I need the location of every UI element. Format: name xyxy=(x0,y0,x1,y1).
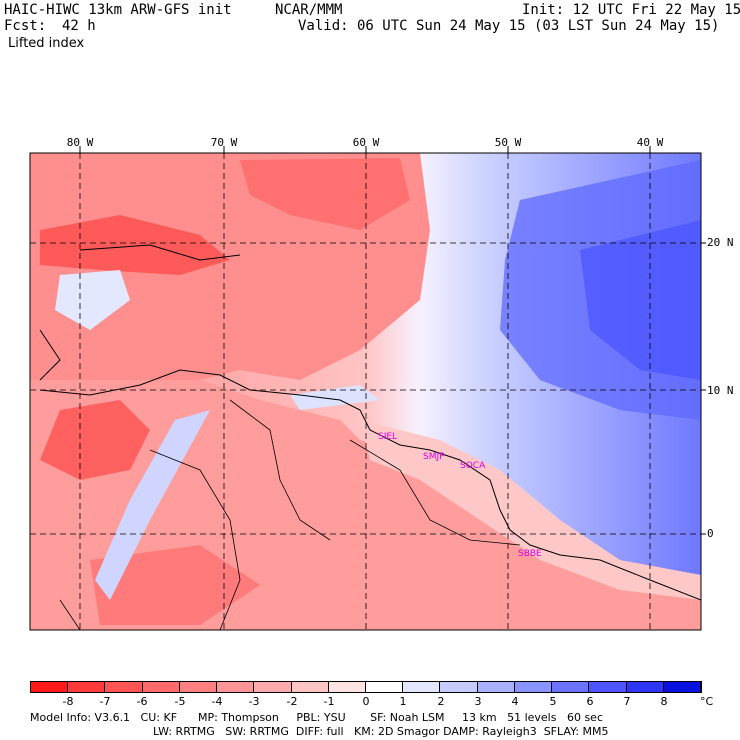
colorbar-label: -5 xyxy=(174,695,186,708)
colorbar xyxy=(30,681,702,693)
station-label: SBBE xyxy=(518,549,542,559)
init-time: Init: 12 UTC Fri 22 May 15 xyxy=(522,2,740,18)
colorbar-label: -4 xyxy=(211,695,223,708)
colorbar-label: -1 xyxy=(323,695,335,708)
colorbar-label: 2 xyxy=(437,695,445,708)
colorbar-swatch xyxy=(403,682,441,692)
colorbar-swatch xyxy=(477,682,515,692)
colorbar-swatch xyxy=(105,682,143,692)
colorbar-swatch xyxy=(663,682,701,692)
colorbar-swatch xyxy=(589,682,627,692)
colorbar-swatch xyxy=(328,682,366,692)
colorbar-label: 4 xyxy=(511,695,519,708)
colorbar-swatch xyxy=(142,682,180,692)
colorbar-swatch xyxy=(31,682,69,692)
forecast-label: Fcst: xyxy=(4,18,47,34)
colorbar-swatch xyxy=(217,682,255,692)
colorbar-label: -2 xyxy=(286,695,298,708)
lon-label: 40 W xyxy=(636,136,664,149)
lon-label: 70 W xyxy=(210,136,238,149)
colorbar-swatch xyxy=(626,682,664,692)
station-label: SIEL xyxy=(378,432,398,442)
valid-time: Valid: 06 UTC Sun 24 May 15 (03 LST Sun … xyxy=(298,18,720,34)
lon-label: 50 W xyxy=(494,136,522,149)
model-info-line1: Model Info: V3.6.1 CU: KF MP: Thompson P… xyxy=(30,711,603,724)
lon-label: 60 W xyxy=(352,136,380,149)
station-label: SOCA xyxy=(460,461,486,471)
colorbar-label: -6 xyxy=(136,695,148,708)
colorbar-swatch xyxy=(291,682,329,692)
colorbar-swatch xyxy=(365,682,404,692)
colorbar-label: 0 xyxy=(362,695,370,708)
colorbar-label: 6 xyxy=(586,695,594,708)
station-label: SMJP xyxy=(423,452,445,462)
colorbar-label: 7 xyxy=(623,695,631,708)
model-title: HAIC-HIWC 13km ARW-GFS init xyxy=(4,2,232,18)
colorbar-label: 8 xyxy=(660,695,668,708)
lat-label: 10 N xyxy=(707,384,734,397)
colorbar-label: -3 xyxy=(248,695,260,708)
lat-label: 0 xyxy=(707,527,714,540)
lat-label: 20 N xyxy=(707,236,734,249)
colorbar-swatch xyxy=(552,682,590,692)
field-name: Lifted index xyxy=(8,36,85,51)
colorbar-unit: °C xyxy=(700,695,714,708)
colorbar-label: 3 xyxy=(474,695,482,708)
forecast-hour: 42 h xyxy=(62,18,96,34)
colorbar-label: 1 xyxy=(399,695,407,708)
colorbar-swatch xyxy=(440,682,478,692)
model-info-line2: LW: RRTMG SW: RRTMG DIFF: full KM: 2D Sm… xyxy=(153,725,609,738)
colorbar-label: -8 xyxy=(62,695,74,708)
colorbar-swatch xyxy=(254,682,292,692)
colorbar-label: 5 xyxy=(549,695,557,708)
colorbar-swatch xyxy=(514,682,553,692)
colorbar-swatch xyxy=(179,682,218,692)
colorbar-label: -7 xyxy=(99,695,111,708)
org-label: NCAR/MMM xyxy=(275,2,343,18)
lon-label: 80 W xyxy=(66,136,94,149)
colorbar-swatch xyxy=(68,682,106,692)
